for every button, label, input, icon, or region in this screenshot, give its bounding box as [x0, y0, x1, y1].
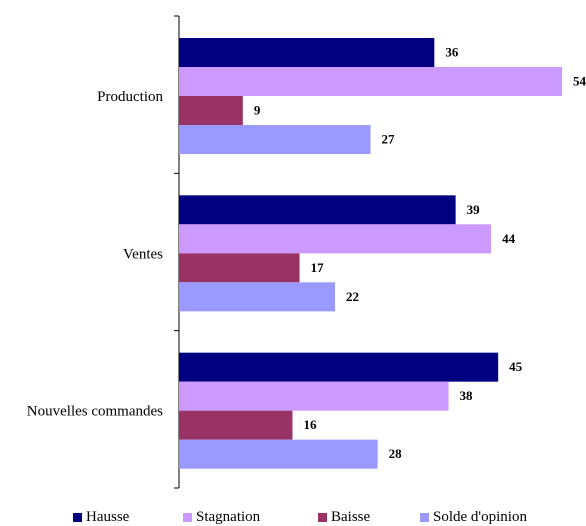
bar	[179, 410, 293, 440]
data-label: 45	[509, 359, 522, 374]
bar	[179, 224, 492, 254]
legend-item: Stagnation	[183, 508, 260, 526]
data-label: 28	[389, 446, 403, 461]
data-label: 9	[254, 103, 261, 118]
legend-label: Stagnation	[196, 509, 261, 525]
data-label: 17	[311, 260, 325, 275]
legend: Hausse Stagnation Baisse Solde d'opinion	[0, 508, 586, 526]
bar	[179, 125, 371, 154]
legend-swatch	[318, 512, 327, 522]
data-label: 39	[467, 202, 481, 217]
legend-item: Solde d'opinion	[420, 508, 527, 526]
category-label: Ventes	[123, 246, 163, 262]
legend-swatch	[183, 512, 192, 522]
bars	[179, 38, 562, 469]
bar	[179, 96, 243, 125]
legend-item: Baisse	[318, 508, 370, 526]
data-label: 44	[502, 231, 516, 246]
legend-swatch	[73, 512, 82, 522]
category-label: Production	[97, 89, 163, 105]
legend-swatch	[420, 512, 429, 522]
category-label: Nouvelles commandes	[27, 404, 163, 420]
bar	[179, 381, 449, 411]
legend-label: Hausse	[86, 509, 130, 525]
legend-label: Baisse	[331, 509, 371, 525]
bar	[179, 38, 435, 67]
legend-label: Solde d'opinion	[433, 509, 527, 525]
data-labels: 36 54 9 27 39 44 17 22 45 38 16 28	[254, 45, 586, 462]
category-labels: Production Ventes Nouvelles commandes	[27, 89, 164, 420]
category-axis	[174, 15, 180, 489]
data-label: 38	[460, 388, 474, 403]
bar	[179, 439, 378, 469]
data-label: 27	[382, 132, 396, 147]
legend-item: Hausse	[73, 508, 129, 526]
bar	[179, 282, 336, 312]
data-label: 54	[573, 74, 586, 89]
bar	[179, 253, 300, 283]
data-label: 16	[303, 417, 317, 432]
bar	[179, 352, 499, 382]
data-label: 36	[445, 45, 459, 60]
data-label: 22	[346, 289, 359, 304]
bar	[179, 67, 562, 96]
bar	[179, 195, 456, 225]
